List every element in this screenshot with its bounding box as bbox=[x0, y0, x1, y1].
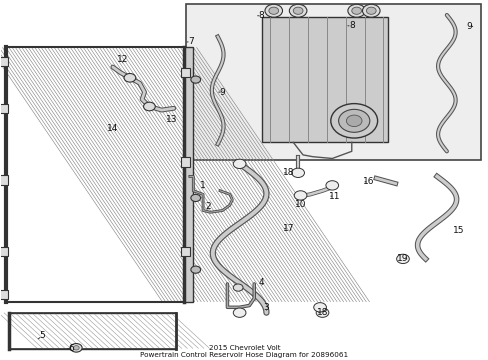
Bar bbox=[9, 313, 176, 348]
Bar bbox=[0, 175, 7, 185]
Text: 4: 4 bbox=[258, 278, 264, 287]
Circle shape bbox=[289, 4, 306, 17]
Text: 2015 Chevrolet Volt
Powertrain Control Reservoir Hose Diagram for 20896061: 2015 Chevrolet Volt Powertrain Control R… bbox=[140, 345, 348, 358]
Bar bbox=[0, 57, 7, 66]
Circle shape bbox=[73, 346, 79, 350]
Text: 14: 14 bbox=[107, 123, 118, 132]
Text: 5: 5 bbox=[39, 332, 45, 341]
Text: 9: 9 bbox=[219, 87, 225, 96]
Bar bbox=[0, 247, 7, 256]
Circle shape bbox=[233, 308, 245, 318]
Text: 15: 15 bbox=[452, 226, 464, 235]
Circle shape bbox=[291, 168, 304, 177]
Circle shape bbox=[347, 4, 365, 17]
Text: 19: 19 bbox=[396, 255, 408, 264]
Text: 7: 7 bbox=[187, 37, 193, 46]
Bar bbox=[183, 47, 193, 302]
Text: 8: 8 bbox=[258, 11, 264, 20]
Bar bbox=[261, 17, 387, 142]
Circle shape bbox=[294, 191, 306, 200]
Circle shape bbox=[396, 254, 408, 264]
Circle shape bbox=[233, 284, 243, 291]
Circle shape bbox=[143, 102, 155, 111]
Text: 12: 12 bbox=[117, 55, 128, 64]
Bar bbox=[0, 104, 7, 113]
Bar bbox=[181, 157, 189, 167]
Circle shape bbox=[233, 159, 245, 168]
Circle shape bbox=[313, 303, 326, 312]
Circle shape bbox=[351, 7, 361, 14]
Circle shape bbox=[338, 109, 369, 132]
Circle shape bbox=[316, 308, 328, 318]
Circle shape bbox=[325, 181, 338, 190]
Circle shape bbox=[268, 7, 278, 14]
Text: 18: 18 bbox=[316, 308, 327, 317]
Text: 18: 18 bbox=[282, 168, 294, 177]
Text: 13: 13 bbox=[165, 114, 177, 123]
Text: 9: 9 bbox=[465, 22, 471, 31]
Circle shape bbox=[264, 4, 282, 17]
Bar bbox=[181, 247, 189, 256]
Circle shape bbox=[366, 7, 375, 14]
Text: 6: 6 bbox=[68, 344, 74, 353]
Text: 11: 11 bbox=[328, 192, 340, 201]
Circle shape bbox=[362, 4, 379, 17]
Text: 2: 2 bbox=[204, 202, 210, 211]
Circle shape bbox=[346, 115, 361, 127]
Bar bbox=[181, 68, 189, 77]
Circle shape bbox=[190, 76, 200, 83]
Text: 17: 17 bbox=[282, 224, 294, 233]
Circle shape bbox=[70, 343, 82, 352]
Circle shape bbox=[330, 104, 377, 138]
Text: 8: 8 bbox=[348, 21, 354, 30]
Circle shape bbox=[190, 194, 200, 202]
Bar bbox=[0, 290, 7, 300]
Circle shape bbox=[293, 7, 303, 14]
Text: 10: 10 bbox=[294, 200, 305, 209]
Circle shape bbox=[124, 73, 136, 82]
Bar bbox=[185, 4, 480, 160]
Text: 16: 16 bbox=[363, 177, 374, 186]
Bar bbox=[5, 47, 183, 302]
Text: 1: 1 bbox=[200, 181, 205, 190]
Text: 3: 3 bbox=[263, 303, 269, 312]
Circle shape bbox=[190, 266, 200, 273]
